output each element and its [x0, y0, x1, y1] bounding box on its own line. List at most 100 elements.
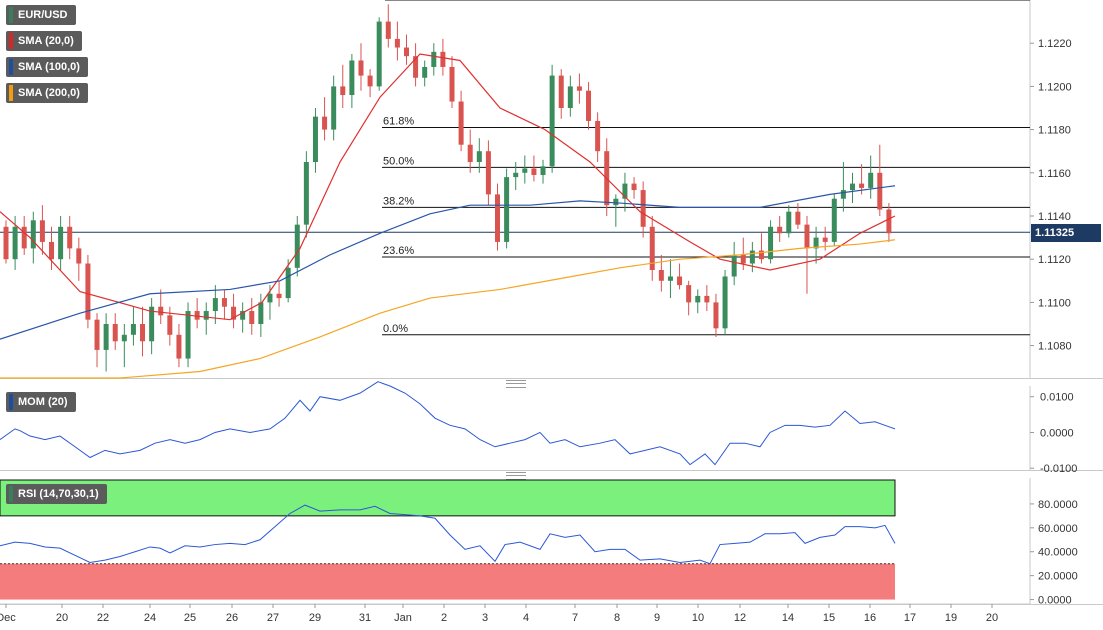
candle-body: [194, 311, 200, 320]
momentum-panel[interactable]: 0.0100 0.0000 -0.0100: [0, 381, 1103, 475]
time-tick-label: 27: [267, 612, 279, 624]
candle-body: [704, 295, 710, 303]
candle-body: [476, 151, 482, 162]
candle-body: [849, 183, 855, 191]
candle-body: [258, 302, 264, 324]
candle-body: [58, 226, 64, 260]
candle-body: [713, 302, 719, 329]
legend-swatch: [9, 33, 13, 49]
candle-body: [322, 116, 328, 130]
time-tick-label: 26: [226, 612, 238, 624]
candle-body: [349, 60, 355, 96]
rsi-line: [0, 504, 896, 565]
legend-label: SMA (100,0): [18, 61, 80, 73]
candle-body: [422, 66, 428, 78]
candle-body: [613, 198, 619, 206]
legend-item[interactable]: SMA (20,0): [6, 31, 82, 51]
price-tick-label: 1.1100: [1038, 297, 1071, 309]
fib-level-label: 23.6%: [383, 245, 414, 257]
candle-body: [795, 211, 801, 225]
legend-label: EUR/USD: [18, 9, 68, 21]
fib-level-label: 61.8%: [383, 115, 414, 127]
mom-tick-label: 0.0000: [1040, 427, 1074, 439]
candle-body: [331, 86, 337, 130]
rsi-tick-label: 80.0000: [1038, 499, 1078, 511]
fib-level-label: 50.0%: [383, 155, 414, 167]
candle-body: [667, 276, 673, 281]
legend-label: SMA (200,0): [18, 87, 80, 99]
candle-body: [121, 334, 127, 342]
candle-body: [467, 144, 473, 162]
candle-body: [12, 226, 18, 260]
candle-body: [768, 226, 774, 260]
candle-body: [822, 237, 828, 242]
candle-body: [749, 250, 755, 264]
candle-body: [859, 183, 865, 188]
candle-body: [658, 270, 664, 281]
candle-body: [240, 311, 246, 320]
candle-body: [267, 293, 273, 303]
time-tick-label: 2: [441, 612, 447, 624]
rsi-tick-label: 0.0000: [1038, 595, 1072, 607]
time-tick-label: 29: [309, 612, 321, 624]
candle-body: [303, 162, 309, 225]
candle-body: [886, 209, 892, 234]
sma-20-line: [0, 53, 896, 321]
price-tick-label: 1.1120: [1038, 254, 1071, 266]
candle-body: [67, 226, 73, 249]
candle-body: [622, 183, 628, 199]
price-chart[interactable]: 1.1220 1.1200 1.1180 1.1160 1.1140 1.1120 1.11…: [0, 0, 1103, 379]
legend-label: SMA (20,0): [18, 35, 74, 47]
candle-body: [485, 151, 491, 195]
candle-body: [440, 51, 446, 67]
legend-item[interactable]: SMA (200,0): [6, 83, 88, 103]
candle-body: [640, 190, 646, 227]
candle-body: [449, 66, 455, 102]
time-tick-label: 8: [614, 612, 620, 624]
price-tick-label: 1.1140: [1038, 211, 1071, 223]
time-tick-label: 22: [97, 612, 109, 624]
time-tick-label: 12: [734, 612, 746, 624]
time-axis: Dec 20 22 24 25 26 27 29 31 Jan 2 3 4 7 8 9 10 12 14 15 16 17…: [0, 603, 1030, 624]
candle-body: [312, 116, 318, 162]
current-price-tag: 1.11325: [1031, 224, 1101, 242]
candle-body: [94, 319, 100, 350]
candle-body: [276, 293, 282, 299]
legend-item[interactable]: SMA (100,0): [6, 57, 88, 77]
candle-body: [249, 311, 255, 324]
candle-body: [112, 324, 118, 342]
candle-body: [504, 177, 510, 242]
candle-body: [595, 120, 601, 152]
candle-body: [649, 226, 655, 270]
candle-body: [39, 220, 45, 242]
time-tick-label: 9: [654, 612, 660, 624]
price-tick-label: 1.1080: [1038, 341, 1072, 353]
candle-body: [549, 75, 555, 167]
candle-body: [3, 226, 9, 260]
candle-body: [840, 190, 846, 199]
candle-body: [804, 224, 810, 249]
rsi-tick-label: 40.0000: [1038, 547, 1078, 559]
legend-swatch: [9, 7, 13, 23]
candle-body: [431, 51, 437, 67]
time-tick-label: 14: [782, 612, 794, 624]
candle-body: [21, 226, 27, 249]
rsi-chart[interactable]: 80.0000 60.0000 40.0000 20.0000 0.0000: [0, 478, 1103, 607]
candle-body: [294, 224, 300, 268]
candle-body: [586, 90, 592, 121]
candle-body: [394, 38, 400, 48]
sma-100-line: [0, 185, 896, 340]
candle-body: [367, 75, 373, 87]
rsi-swatch: [9, 486, 13, 502]
candle-body: [531, 168, 537, 175]
time-tick-label: 19: [945, 612, 957, 624]
momentum-chart[interactable]: 0.0100 0.0000 -0.0100: [0, 381, 1103, 475]
time-tick-label: 3: [482, 612, 488, 624]
candle-body: [540, 166, 546, 175]
price-panel[interactable]: 1.1220 1.1200 1.1180 1.1160 1.1140 1.1120 1.11…: [0, 0, 1103, 379]
panel-resize-handle-1[interactable]: [506, 380, 526, 388]
candle-body: [49, 241, 55, 260]
legend-item[interactable]: EUR/USD: [6, 5, 76, 25]
rsi-panel[interactable]: 80.0000 60.0000 40.0000 20.0000 0.0000: [0, 478, 1103, 607]
candle-body: [403, 47, 409, 57]
